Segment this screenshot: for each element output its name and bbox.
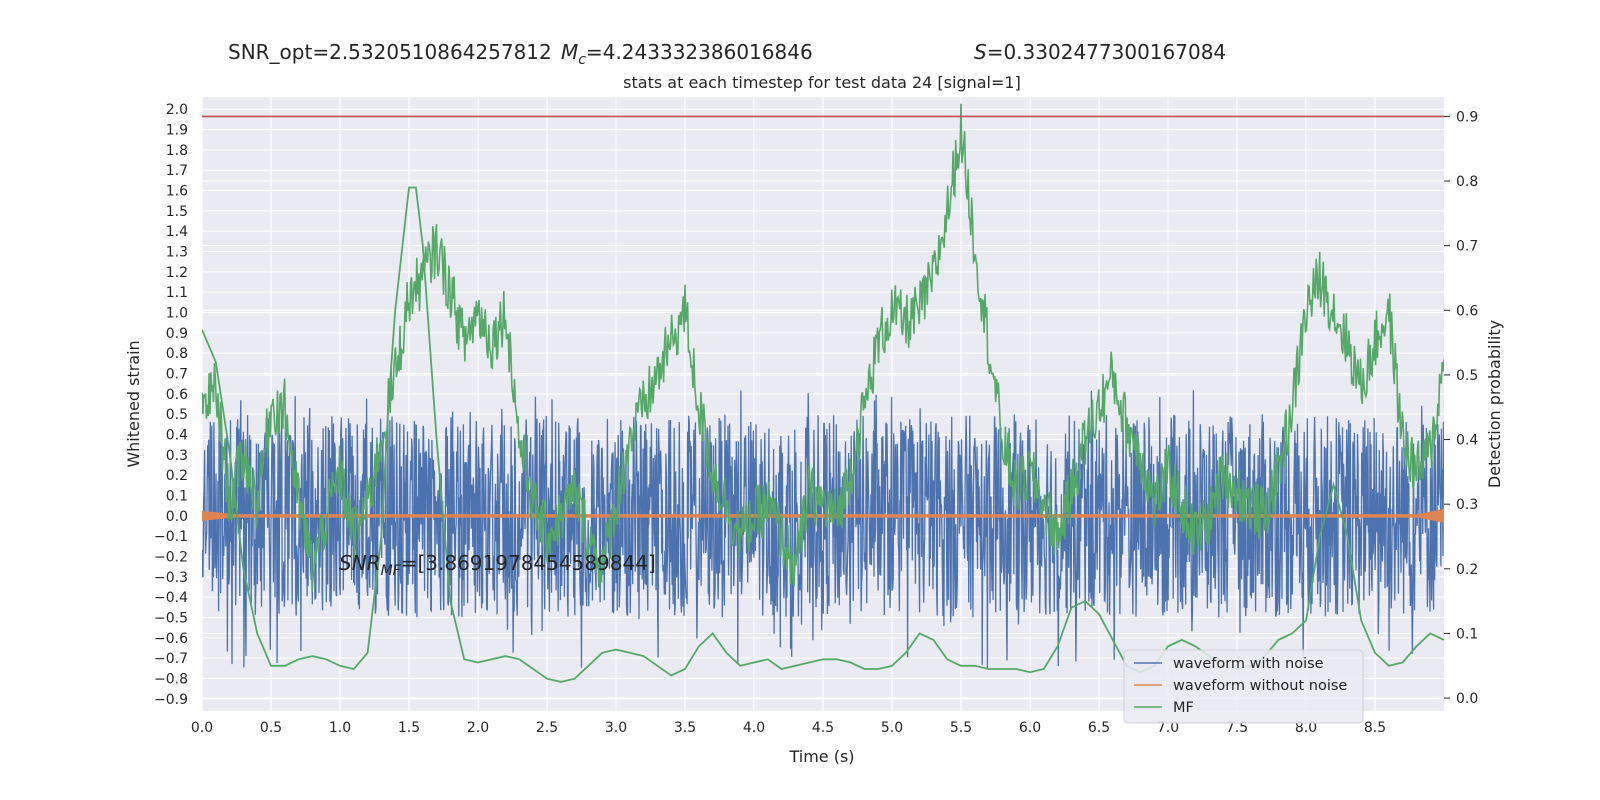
- y-left-tick-label: 1.1: [166, 285, 188, 301]
- snr-mf-annotation: SNRMF=[3.8691978454589844]: [339, 551, 656, 579]
- y-right-tick-label: 0.9: [1456, 109, 1478, 125]
- y-left-tick-label: 0.5: [166, 407, 188, 423]
- x-tick-label: 7.0: [1157, 720, 1179, 736]
- x-tick-label: 1.5: [398, 720, 420, 736]
- y-left-tick-label: −0.4: [154, 590, 188, 606]
- right-axis-label: Detection probability: [1485, 320, 1504, 488]
- x-tick-label: 3.0: [605, 720, 627, 736]
- chirp-mass-subscript: c: [578, 52, 586, 68]
- y-left-tick-label: −0.9: [154, 692, 188, 708]
- x-tick-label: 8.5: [1364, 720, 1386, 736]
- chirp-mass-value: =4.243332386016846: [586, 40, 813, 64]
- y-left-tick-label: 0.3: [166, 448, 188, 464]
- y-right-tick-label: 0.2: [1456, 562, 1478, 578]
- y-left-tick-label: −0.2: [154, 549, 188, 565]
- series-clean-start: [202, 510, 237, 521]
- x-tick-label: 6.0: [1019, 720, 1041, 736]
- y-right-tick-label: 0.0: [1456, 691, 1478, 707]
- series-clean-end: [1419, 508, 1444, 523]
- y-right-tick-label: 0.8: [1456, 174, 1478, 190]
- y-left-tick-label: 0.6: [166, 387, 188, 403]
- x-tick-label: 1.0: [329, 720, 351, 736]
- y-right-tick-label: 0.1: [1456, 626, 1478, 642]
- snr-mf-subscript: MF: [381, 563, 402, 579]
- y-left-tick-label: 0.8: [166, 346, 188, 362]
- y-right-tick-label: 0.6: [1456, 303, 1478, 319]
- x-tick-label: 2.0: [467, 720, 489, 736]
- left-axis-ticks: 2.0 1.9 1.8 1.7 1.6 1.5 1.4 1.3 1.2 1.1 1.0 0.9 0.8 0…: [154, 102, 188, 708]
- x-tick-label: 5.0: [881, 720, 903, 736]
- left-axis-label: Whitened strain: [124, 340, 143, 467]
- y-right-tick-label: 0.7: [1456, 239, 1478, 255]
- series-detection-probability: [202, 103, 1444, 593]
- y-left-tick-label: 0.9: [166, 326, 188, 342]
- y-left-tick-label: −0.5: [154, 610, 188, 626]
- y-right-tick-label: 0.4: [1456, 433, 1478, 449]
- legend: waveform with noise waveform without noi…: [1123, 649, 1364, 724]
- legend-label-noise: waveform with noise: [1173, 656, 1324, 672]
- y-left-tick-label: 1.3: [166, 245, 188, 261]
- y-left-tick-label: 1.4: [166, 224, 188, 240]
- x-tick-label: 6.5: [1088, 720, 1110, 736]
- chirp-mass-label: Mc=4.243332386016846: [561, 40, 813, 68]
- y-left-tick-label: −0.6: [154, 631, 188, 647]
- y-left-tick-label: 1.6: [166, 184, 188, 200]
- y-right-tick-label: 0.5: [1456, 368, 1478, 384]
- y-left-tick-label: 1.2: [166, 265, 188, 281]
- x-tick-label: 0.5: [260, 720, 282, 736]
- y-left-tick-label: 0.1: [166, 488, 188, 504]
- y-left-tick-label: 0.7: [166, 367, 188, 383]
- y-left-tick-label: −0.8: [154, 671, 188, 687]
- y-left-tick-label: 0.4: [166, 427, 188, 443]
- y-left-tick-label: 2.0: [166, 102, 188, 118]
- x-tick-label: 0.0: [191, 720, 213, 736]
- x-axis-ticks: 0.0 0.5 1.0 1.5 2.0 2.5 3.0 3.5 4.0 4.5 5.0 5.5 6.0 6…: [191, 720, 1386, 736]
- chart-subtitle: stats at each timestep for test data 24 …: [623, 73, 1021, 92]
- y-left-tick-label: 1.8: [166, 143, 188, 159]
- series-waveform-with-noise: [202, 390, 1444, 669]
- y-left-tick-label: 1.5: [166, 204, 188, 220]
- chirp-mass-symbol: M: [561, 40, 578, 64]
- y-left-tick-label: −0.3: [154, 570, 188, 586]
- s-value: =0.3302477300167084: [987, 40, 1226, 64]
- snr-opt-label: SNR_opt=2.5320510864257812: [228, 40, 552, 64]
- snr-mf-value: =[3.8691978454589844]: [401, 551, 656, 575]
- y-left-tick-label: 0.2: [166, 468, 188, 484]
- legend-label-mf: MF: [1173, 700, 1194, 716]
- legend-box: [1123, 649, 1364, 724]
- s-symbol: S: [974, 40, 987, 64]
- legend-label-clean: waveform without noise: [1173, 678, 1347, 694]
- y-left-tick-label: 0.0: [166, 509, 188, 525]
- x-tick-label: 4.5: [812, 720, 834, 736]
- snr-mf-symbol: SNR: [339, 551, 381, 575]
- x-tick-label: 4.0: [743, 720, 765, 736]
- y-left-tick-label: 1.0: [166, 306, 188, 322]
- x-axis-label: Time (s): [788, 747, 854, 766]
- x-tick-label: 7.5: [1226, 720, 1248, 736]
- x-tick-label: 8.0: [1295, 720, 1317, 736]
- right-axis-ticks: 0.0 0.1 0.2 0.3 0.4 0.5 0.6 0.7 0.8 0.9: [1444, 109, 1478, 707]
- y-left-tick-label: 1.9: [166, 123, 188, 139]
- y-left-tick-label: 1.7: [166, 163, 188, 179]
- s-label: S=0.3302477300167084: [974, 40, 1226, 64]
- x-tick-label: 3.5: [674, 720, 696, 736]
- y-right-tick-label: 0.3: [1456, 497, 1478, 513]
- x-tick-label: 2.5: [536, 720, 558, 736]
- x-tick-label: 5.5: [950, 720, 972, 736]
- y-left-tick-label: −0.1: [154, 529, 188, 545]
- y-left-tick-label: −0.7: [154, 651, 188, 667]
